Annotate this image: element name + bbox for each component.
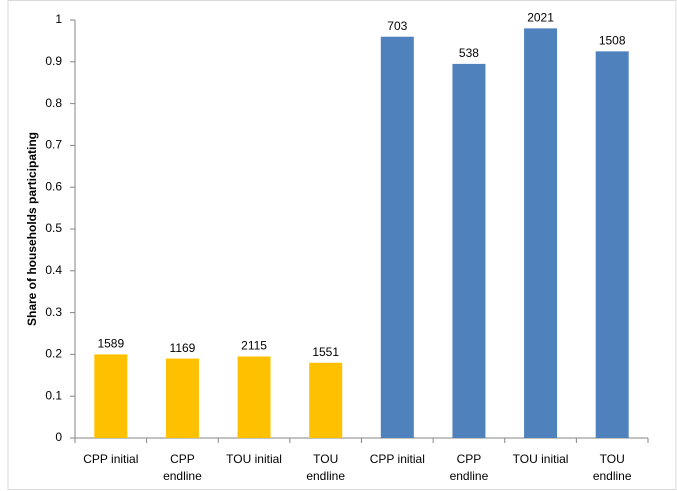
data-label: 538 <box>459 46 479 60</box>
y-tick-label: 0.4 <box>45 263 62 277</box>
y-axis-title: Share of households participating <box>25 132 39 326</box>
bar <box>524 28 558 439</box>
data-label: 2115 <box>241 339 267 353</box>
y-tick-label: 0.7 <box>45 138 62 152</box>
y-tick-label: 0 <box>55 430 62 444</box>
x-tick-label: TOU initial <box>226 452 282 466</box>
data-label: 2021 <box>527 11 554 25</box>
y-tick-label: 0.5 <box>45 221 62 235</box>
y-tick-label: 1 <box>55 12 62 26</box>
x-tick-label: endline <box>306 469 345 483</box>
bar <box>237 356 271 438</box>
bar <box>595 51 629 438</box>
x-tick-label: TOU <box>313 452 338 466</box>
chart-frame <box>7 0 677 490</box>
y-tick-label: 0.3 <box>45 305 62 319</box>
bar <box>380 36 414 438</box>
data-label: 1551 <box>312 345 339 359</box>
x-tick-label: endline <box>450 469 489 483</box>
x-tick-label: endline <box>163 469 202 483</box>
x-tick-label: TOU initial <box>513 452 569 466</box>
bar <box>94 354 128 438</box>
bar <box>309 362 343 438</box>
x-tick-label: CPP initial <box>370 452 425 466</box>
data-label: 1169 <box>170 341 196 355</box>
y-tick-label: 0.1 <box>45 388 62 402</box>
bar <box>452 63 486 438</box>
data-label: 703 <box>387 19 407 33</box>
y-tick-label: 0.2 <box>45 347 62 361</box>
bar <box>165 358 199 438</box>
y-tick-label: 0.8 <box>45 96 62 110</box>
y-tick-label: 0.9 <box>45 54 62 68</box>
x-tick-label: TOU <box>600 452 625 466</box>
data-label: 1508 <box>599 34 626 48</box>
y-tick-label: 0.6 <box>45 179 62 193</box>
x-tick-label: endline <box>593 469 632 483</box>
x-tick-label: CPP <box>457 452 482 466</box>
x-tick-label: CPP <box>170 452 195 466</box>
data-label: 1589 <box>97 337 124 351</box>
x-tick-label: CPP initial <box>83 452 138 466</box>
